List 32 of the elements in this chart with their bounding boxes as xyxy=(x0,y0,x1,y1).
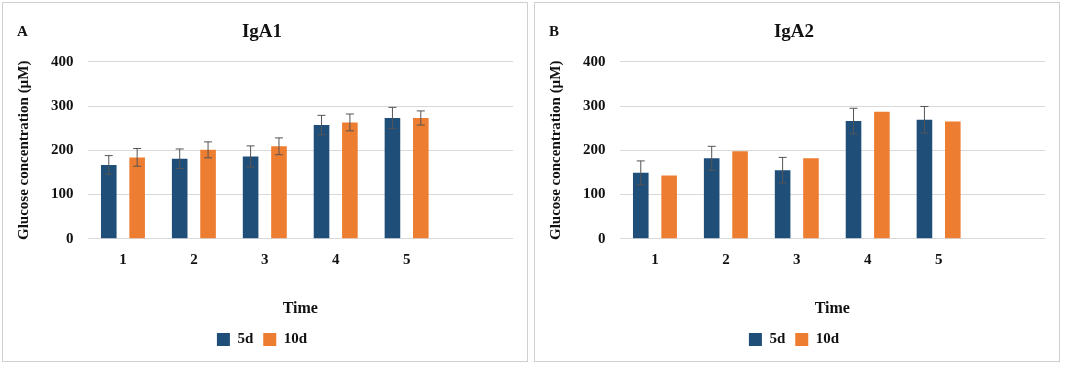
y-tick-label: 0 xyxy=(598,229,606,246)
chart-title: IgA1 xyxy=(241,20,283,42)
x-axis-title: Time xyxy=(282,298,318,316)
x-tick-label: 5 xyxy=(402,250,411,267)
x-tick-label: 2 xyxy=(722,250,730,267)
text: A xyxy=(17,23,28,40)
x-tick-label: 3 xyxy=(261,250,269,267)
y-tick-label: 300 xyxy=(583,96,606,113)
y-tick-label: 0 xyxy=(66,229,74,246)
x-tick-label: 1 xyxy=(119,250,127,267)
chart-title: IgA2 xyxy=(773,20,815,42)
x-tick-label: 4 xyxy=(331,250,340,267)
y-axis-title: Glucose concentration (µM) xyxy=(546,60,564,241)
legend-label: 10d xyxy=(815,330,840,347)
y-tick-label: 400 xyxy=(51,52,74,69)
x-tick-label: 1 xyxy=(651,250,659,267)
y-axis-title: Glucose concentration (µM) xyxy=(14,60,32,241)
y-tick-label: 300 xyxy=(51,96,74,113)
y-tick-label: 100 xyxy=(583,185,606,202)
legend-label: 5d xyxy=(769,330,786,347)
legend-label: 5d xyxy=(237,330,254,347)
x-tick-label: 5 xyxy=(934,250,943,267)
y-tick-label: 200 xyxy=(51,141,74,158)
y-tick-label: 100 xyxy=(51,185,74,202)
legend-label: 10d xyxy=(283,330,308,347)
x-tick-label: 4 xyxy=(863,250,872,267)
y-tick-label: 200 xyxy=(583,141,606,158)
text: B xyxy=(549,23,560,40)
y-tick-label: 400 xyxy=(583,52,606,69)
x-axis-title: Time xyxy=(814,298,850,316)
x-tick-label: 3 xyxy=(793,250,801,267)
x-tick-label: 2 xyxy=(190,250,198,267)
